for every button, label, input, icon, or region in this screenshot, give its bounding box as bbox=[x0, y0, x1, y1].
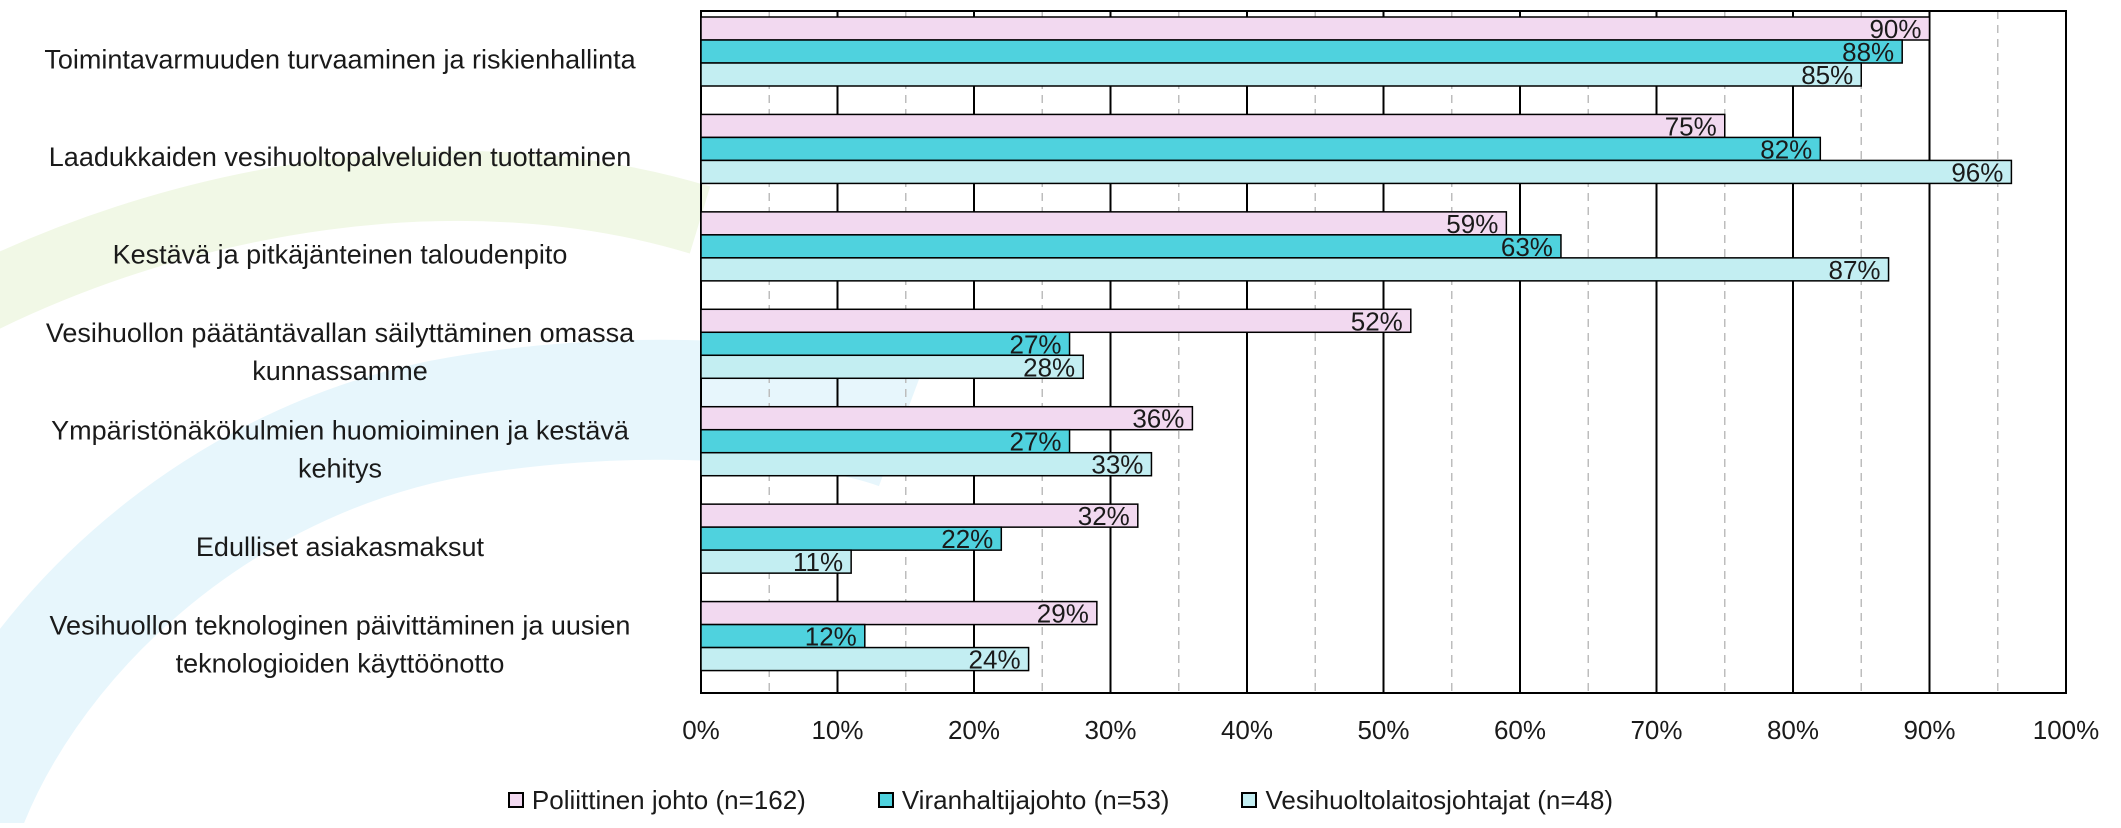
bar-value-label: 32% bbox=[1078, 501, 1130, 531]
background-swoosh-green bbox=[0, 151, 711, 329]
legend-item-vesihuoltolaitosjohtajat: Vesihuoltolaitosjohtajat (n=48) bbox=[1241, 785, 1613, 816]
x-tick-label: 80% bbox=[1767, 715, 1819, 745]
category-label: Ympäristönäkökulmien huomioiminen ja kes… bbox=[51, 415, 630, 483]
bar bbox=[700, 159, 2013, 185]
bar-value-label: 75% bbox=[1665, 111, 1717, 141]
category-labels: Toimintavarmuuden turvaaminen ja riskien… bbox=[44, 45, 636, 679]
bar-value-label: 12% bbox=[805, 622, 857, 652]
bar bbox=[700, 503, 1139, 528]
bar bbox=[700, 234, 1562, 259]
bar bbox=[700, 405, 1194, 431]
bar-value-label: 33% bbox=[1091, 450, 1143, 480]
bar-value-label: 27% bbox=[1010, 329, 1062, 359]
x-tick-label: 40% bbox=[1221, 715, 1273, 745]
bar-value-label: 59% bbox=[1446, 209, 1498, 239]
legend-swatch-poliittinen-johto bbox=[507, 792, 524, 808]
bar-value-label: 27% bbox=[1010, 427, 1062, 457]
bar-value-label: 85% bbox=[1801, 60, 1853, 90]
x-tick-label: 70% bbox=[1630, 715, 1682, 745]
bar-value-label: 29% bbox=[1037, 599, 1089, 629]
category-label: Vesihuollon päätäntävallan säilyttäminen… bbox=[46, 318, 635, 386]
bar bbox=[700, 16, 1931, 41]
x-tick-label: 60% bbox=[1494, 715, 1546, 745]
bar-value-label: 36% bbox=[1132, 404, 1184, 434]
x-axis-ticks: 0% 10% 20% 30% 40% 50% 60% 70% 80% 90% 100% bbox=[682, 715, 2099, 745]
bar-value-label: 11% bbox=[793, 547, 843, 577]
bar-value-label: 82% bbox=[1760, 134, 1812, 164]
x-tick-label: 30% bbox=[1084, 715, 1136, 745]
bar-value-label: 87% bbox=[1829, 255, 1881, 285]
data-labels: 90%88%85%75%82%96%59%63%87%52%27%28%36%2… bbox=[793, 14, 2003, 675]
category-label: Edulliset asiakasmaksut bbox=[196, 532, 485, 562]
x-tick-label: 10% bbox=[811, 715, 863, 745]
bars bbox=[700, 16, 2013, 672]
bar-value-label: 63% bbox=[1501, 232, 1553, 262]
background-swoosh-blue bbox=[0, 339, 922, 828]
bar bbox=[700, 39, 1903, 64]
category-label: Laadukkaiden vesihuoltopalveluiden tuott… bbox=[49, 142, 631, 172]
legend-label: Poliittinen johto (n=162) bbox=[531, 784, 806, 815]
x-tick-label: 90% bbox=[1903, 715, 1955, 745]
bar-value-label: 96% bbox=[1951, 157, 2003, 187]
bar bbox=[700, 113, 1726, 139]
bar bbox=[700, 354, 1084, 380]
bar-value-label: 52% bbox=[1351, 306, 1403, 336]
bar-value-label: 24% bbox=[969, 645, 1021, 675]
legend-label: Viranhaltijajohto (n=53) bbox=[901, 784, 1170, 815]
background-decoration bbox=[0, 151, 922, 828]
bar-value-label: 88% bbox=[1842, 37, 1894, 67]
bar bbox=[700, 549, 852, 574]
bar bbox=[700, 136, 1822, 162]
legend-label: Vesihuoltolaitosjohtajat (n=48) bbox=[1265, 784, 1614, 815]
bar bbox=[700, 646, 1030, 672]
bar bbox=[700, 257, 1890, 282]
x-tick-label: 50% bbox=[1357, 715, 1409, 745]
legend-swatch-vesihuoltolaitosjohtajat bbox=[1241, 792, 1258, 808]
bar-value-label: 22% bbox=[941, 524, 993, 554]
legend-item-viranhaltijajohto: Viranhaltijajohto (n=53) bbox=[877, 784, 1170, 816]
category-label: Toimintavarmuuden turvaaminen ja riskien… bbox=[44, 45, 636, 75]
category-label: Vesihuollon teknologinen päivittäminen j… bbox=[50, 610, 631, 678]
bar-value-label: 28% bbox=[1023, 352, 1075, 382]
bar bbox=[700, 451, 1153, 477]
category-label: Kestävä ja pitkäjänteinen taloudenpito bbox=[113, 240, 568, 270]
bar-value-label: 90% bbox=[1869, 14, 1921, 44]
x-tick-label: 100% bbox=[2033, 715, 2100, 745]
bar bbox=[700, 62, 1862, 87]
x-tick-label: 20% bbox=[948, 715, 1000, 745]
legend-item-poliittinen-johto: Poliittinen johto (n=162) bbox=[507, 784, 806, 816]
legend-swatch-viranhaltijajohto bbox=[877, 792, 894, 808]
bar bbox=[700, 211, 1508, 236]
bar bbox=[700, 600, 1098, 626]
x-tick-label: 0% bbox=[682, 715, 720, 745]
legend: Poliittinen johto (n=162) Viranhaltijajo… bbox=[0, 782, 2121, 818]
